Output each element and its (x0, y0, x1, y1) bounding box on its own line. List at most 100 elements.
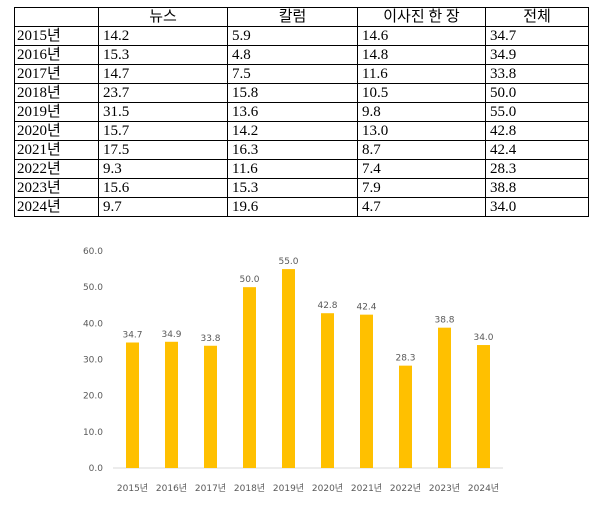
table-total-cell: 28.3 (485, 159, 589, 179)
bar-value-label: 55.0 (278, 257, 298, 267)
table-total-cell: 50.0 (485, 83, 589, 103)
y-tick-label: 30.0 (83, 356, 103, 366)
table-total-cell: 34.9 (485, 45, 589, 65)
x-tick-label: 2023년 (429, 483, 460, 494)
bar-value-label: 50.0 (239, 275, 259, 285)
table-column-cell: 11.6 (227, 159, 358, 179)
x-tick-label: 2021년 (351, 483, 382, 494)
bar (321, 313, 334, 468)
header-total: 전체 (485, 7, 589, 27)
table-year-cell: 2024년 (14, 197, 99, 217)
table-total-cell: 34.7 (485, 26, 589, 46)
bar-chart: 0.010.020.030.040.050.060.0 34.72015년34.… (83, 247, 503, 494)
table-row: 2023년 15.6 15.3 7.9 38.8 (14, 178, 589, 198)
table-year-cell: 2023년 (14, 178, 99, 198)
table-year-cell: 2016년 (14, 45, 99, 65)
x-tick-label: 2024년 (468, 483, 499, 494)
y-axis: 0.0 10.0 20.0 30.0 40.0 50.0 60.0 (83, 247, 103, 474)
header-blank (14, 7, 99, 27)
data-table: 뉴스 칼럼 이사진 한 장 전체 2015년 14.2 5.9 14.6 34.7 201… (14, 7, 589, 217)
bar-value-label: 28.3 (395, 354, 415, 364)
table-news-cell: 31.5 (98, 102, 228, 122)
table-news-cell: 14.2 (98, 26, 228, 46)
table-row: 2022년 9.3 11.6 7.4 28.3 (14, 159, 589, 179)
table-column-cell: 19.6 (227, 197, 358, 217)
table-year-cell: 2020년 (14, 121, 99, 141)
table-photo-cell: 7.4 (357, 159, 486, 179)
bar (243, 287, 256, 468)
header-column: 칼럼 (227, 7, 358, 27)
table-year-cell: 2015년 (14, 26, 99, 46)
bar-value-label: 33.8 (200, 334, 220, 344)
bar (282, 269, 295, 468)
x-tick-label: 2017년 (195, 483, 226, 494)
bar (360, 314, 373, 468)
table-row: 2024년 9.7 19.6 4.7 34.0 (14, 197, 589, 217)
bars: 34.7 2015년 34.9 2016년 33.8 2017년 50.0 2018년 55.0… (117, 257, 499, 494)
bar-value-label: 38.8 (434, 316, 454, 326)
x-tick-label: 2022년 (390, 483, 421, 494)
y-tick-label: 60.0 (83, 247, 103, 257)
bar (204, 345, 217, 468)
table-column-cell: 13.6 (227, 102, 358, 122)
table-row: 2020년 15.7 14.2 13.0 42.8 (14, 121, 589, 141)
x-tick-label: 2019년 (273, 483, 304, 494)
table-column-cell: 5.9 (227, 26, 358, 46)
x-tick-label: 2015년 (117, 483, 148, 494)
table-news-cell: 15.6 (98, 178, 228, 198)
bar-value-label: 34.9 (161, 330, 181, 340)
table-column-cell: 4.8 (227, 45, 358, 65)
y-tick-label: 40.0 (83, 319, 103, 329)
y-tick-label: 10.0 (83, 428, 103, 438)
table-photo-cell: 14.6 (357, 26, 486, 46)
table-photo-cell: 4.7 (357, 197, 486, 217)
table-year-cell: 2021년 (14, 140, 99, 160)
table-row: 2016년 15.3 4.8 14.8 34.9 (14, 45, 589, 65)
y-tick-label: 20.0 (83, 392, 103, 402)
bar-value-label: 34.7 (122, 331, 142, 341)
x-tick-label: 2020년 (312, 483, 343, 494)
table-year-cell: 2022년 (14, 159, 99, 179)
table-row: 2018년 23.7 15.8 10.5 50.0 (14, 83, 589, 103)
y-tick-label: 0.0 (89, 464, 104, 474)
table-news-cell: 9.3 (98, 159, 228, 179)
header-news: 뉴스 (98, 7, 228, 27)
table-photo-cell: 9.8 (357, 102, 486, 122)
table-column-cell: 15.3 (227, 178, 358, 198)
table-total-cell: 33.8 (485, 64, 589, 84)
bar (399, 365, 412, 468)
bar (438, 327, 451, 468)
table-photo-cell: 10.5 (357, 83, 486, 103)
table-news-cell: 14.7 (98, 64, 228, 84)
table-row: 2019년 31.5 13.6 9.8 55.0 (14, 102, 589, 122)
table-column-cell: 15.8 (227, 83, 358, 103)
table-news-cell: 15.3 (98, 45, 228, 65)
y-tick-label: 50.0 (83, 283, 103, 293)
table-row: 2017년 14.7 7.5 11.6 33.8 (14, 64, 589, 84)
table-year-cell: 2019년 (14, 102, 99, 122)
bar (126, 342, 139, 468)
bar-value-label: 34.0 (473, 333, 493, 343)
table-photo-cell: 8.7 (357, 140, 486, 160)
x-tick-label: 2018년 (234, 483, 265, 494)
table-total-cell: 42.4 (485, 140, 589, 160)
table-column-cell: 16.3 (227, 140, 358, 160)
bar (477, 345, 490, 468)
table-year-cell: 2018년 (14, 83, 99, 103)
table-year-cell: 2017년 (14, 64, 99, 84)
table-total-cell: 42.8 (485, 121, 589, 141)
table-total-cell: 34.0 (485, 197, 589, 217)
table-news-cell: 15.7 (98, 121, 228, 141)
table-row: 2021년 17.5 16.3 8.7 42.4 (14, 140, 589, 160)
bar-value-label: 42.4 (356, 303, 376, 313)
table-photo-cell: 14.8 (357, 45, 486, 65)
x-tick-label: 2016년 (156, 483, 187, 494)
bar-value-label: 42.8 (317, 301, 337, 311)
table-photo-cell: 11.6 (357, 64, 486, 84)
table-row: 2015년 14.2 5.9 14.6 34.7 (14, 26, 589, 46)
table-column-cell: 7.5 (227, 64, 358, 84)
table-total-cell: 38.8 (485, 178, 589, 198)
table-photo-cell: 13.0 (357, 121, 486, 141)
bar (165, 341, 178, 468)
table-total-cell: 55.0 (485, 102, 589, 122)
